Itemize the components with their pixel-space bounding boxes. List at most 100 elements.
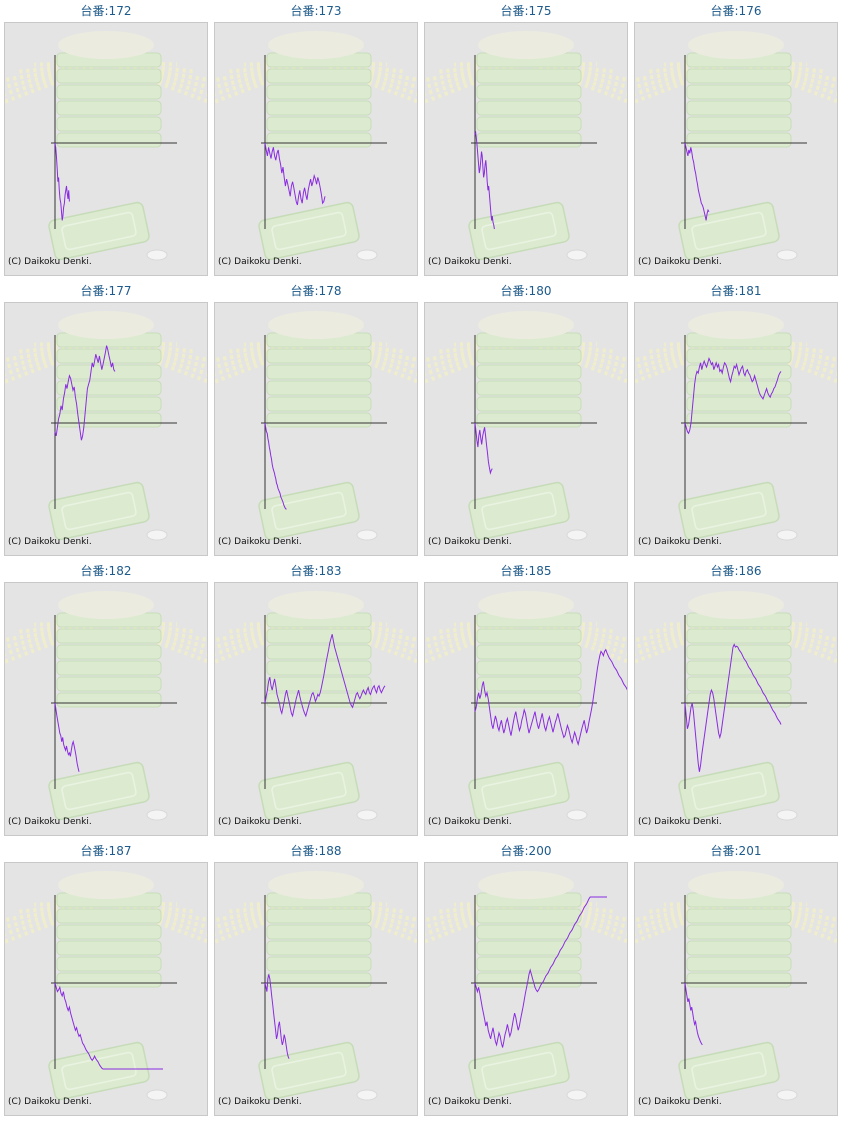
chart-frame: (C) Daikoku Denki.	[634, 22, 838, 276]
chart-frame: (C) Daikoku Denki.	[214, 862, 418, 1116]
background-decoration	[635, 591, 837, 821]
background-decoration	[5, 311, 207, 541]
background-decoration	[215, 591, 417, 821]
chart-panel[interactable]: 台番:181 (C) Daikoku Denki.	[634, 280, 838, 556]
line-chart	[635, 31, 837, 261]
line-chart	[215, 871, 417, 1101]
line-chart	[635, 871, 837, 1101]
series-line	[474, 648, 627, 747]
line-chart	[215, 31, 417, 261]
copyright-text: (C) Daikoku Denki.	[218, 257, 302, 267]
line-chart	[425, 31, 627, 261]
chart-title: 台番:188	[290, 844, 342, 858]
chart-title: 台番:185	[500, 564, 552, 578]
copyright-text: (C) Daikoku Denki.	[218, 817, 302, 827]
copyright-text: (C) Daikoku Denki.	[8, 817, 92, 827]
line-chart	[5, 871, 207, 1101]
chart-frame: (C) Daikoku Denki.	[634, 862, 838, 1116]
series-line	[474, 130, 495, 230]
line-chart	[215, 311, 417, 541]
chart-frame: (C) Daikoku Denki.	[424, 582, 628, 836]
chart-title: 台番:187	[80, 844, 132, 858]
series-line	[264, 974, 290, 1059]
chart-title: 台番:182	[80, 564, 132, 578]
chart-panel[interactable]: 台番:180 (C) Daikoku Denki.	[424, 280, 628, 556]
series-line	[264, 142, 326, 206]
chart-frame: (C) Daikoku Denki.	[634, 582, 838, 836]
background-decoration	[215, 311, 417, 541]
chart-title: 台番:186	[710, 564, 762, 578]
chart-panel[interactable]: 台番:176 (C) Daikoku Denki.	[634, 0, 838, 276]
series-line	[54, 702, 80, 772]
chart-frame: (C) Daikoku Denki.	[214, 302, 418, 556]
line-chart	[5, 591, 207, 821]
chart-frame: (C) Daikoku Denki.	[424, 22, 628, 276]
copyright-text: (C) Daikoku Denki.	[218, 537, 302, 547]
chart-panel[interactable]: 台番:177 (C) Daikoku Denki.	[4, 280, 208, 556]
copyright-text: (C) Daikoku Denki.	[428, 1097, 512, 1107]
chart-title: 台番:200	[500, 844, 552, 858]
background-decoration	[5, 31, 207, 261]
line-chart	[5, 31, 207, 261]
line-chart	[425, 591, 627, 821]
chart-frame: (C) Daikoku Denki.	[214, 22, 418, 276]
background-decoration	[635, 31, 837, 261]
chart-panel[interactable]: 台番:201 (C) Daikoku Denki.	[634, 840, 838, 1116]
series-line	[684, 357, 782, 435]
line-chart	[425, 311, 627, 541]
chart-title: 台番:176	[710, 4, 762, 18]
copyright-text: (C) Daikoku Denki.	[8, 1097, 92, 1107]
chart-title: 台番:180	[500, 284, 552, 298]
line-chart	[635, 311, 837, 541]
chart-panel[interactable]: 台番:173 (C) Daikoku Denki.	[214, 0, 418, 276]
background-decoration	[635, 871, 837, 1101]
series-line	[684, 142, 710, 221]
chart-frame: (C) Daikoku Denki.	[634, 302, 838, 556]
background-decoration	[425, 31, 627, 261]
chart-frame: (C) Daikoku Denki.	[214, 582, 418, 836]
chart-panel[interactable]: 台番:182 (C) Daikoku Denki.	[4, 560, 208, 836]
chart-panel[interactable]: 台番:178 (C) Daikoku Denki.	[214, 280, 418, 556]
series-line	[264, 422, 287, 510]
background-decoration	[425, 591, 627, 821]
background-decoration	[215, 31, 417, 261]
chart-frame: (C) Daikoku Denki.	[4, 302, 208, 556]
background-decoration	[215, 871, 417, 1101]
background-decoration	[635, 311, 837, 541]
line-chart	[215, 591, 417, 821]
chart-title: 台番:178	[290, 284, 342, 298]
copyright-text: (C) Daikoku Denki.	[428, 257, 512, 267]
chart-panel[interactable]: 台番:175 (C) Daikoku Denki.	[424, 0, 628, 276]
chart-panel[interactable]: 台番:172 (C) Daikoku Denki.	[4, 0, 208, 276]
copyright-text: (C) Daikoku Denki.	[638, 817, 722, 827]
chart-panel[interactable]: 台番:188 (C) Daikoku Denki.	[214, 840, 418, 1116]
chart-frame: (C) Daikoku Denki.	[4, 22, 208, 276]
chart-frame: (C) Daikoku Denki.	[4, 862, 208, 1116]
series-line	[54, 142, 70, 221]
chart-panel[interactable]: 台番:200 (C) Daikoku Denki.	[424, 840, 628, 1116]
chart-panel[interactable]: 台番:186 (C) Daikoku Denki.	[634, 560, 838, 836]
chart-panel[interactable]: 台番:185 (C) Daikoku Denki.	[424, 560, 628, 836]
background-decoration	[425, 871, 627, 1101]
series-line	[474, 422, 493, 475]
chart-panel[interactable]: 台番:183 (C) Daikoku Denki.	[214, 560, 418, 836]
background-decoration	[5, 871, 207, 1101]
series-line	[474, 896, 607, 1048]
series-line	[264, 634, 386, 718]
series-line	[684, 643, 782, 772]
copyright-text: (C) Daikoku Denki.	[638, 537, 722, 547]
series-line	[684, 982, 703, 1046]
series-line	[54, 982, 163, 1070]
chart-frame: (C) Daikoku Denki.	[424, 302, 628, 556]
copyright-text: (C) Daikoku Denki.	[8, 257, 92, 267]
chart-title: 台番:172	[80, 4, 132, 18]
copyright-text: (C) Daikoku Denki.	[428, 537, 512, 547]
chart-title: 台番:175	[500, 4, 552, 18]
line-chart	[425, 871, 627, 1101]
chart-frame: (C) Daikoku Denki.	[424, 862, 628, 1116]
chart-panel[interactable]: 台番:187 (C) Daikoku Denki.	[4, 840, 208, 1116]
series-line	[54, 345, 116, 441]
chart-title: 台番:183	[290, 564, 342, 578]
chart-frame: (C) Daikoku Denki.	[4, 582, 208, 836]
chart-title: 台番:173	[290, 4, 342, 18]
